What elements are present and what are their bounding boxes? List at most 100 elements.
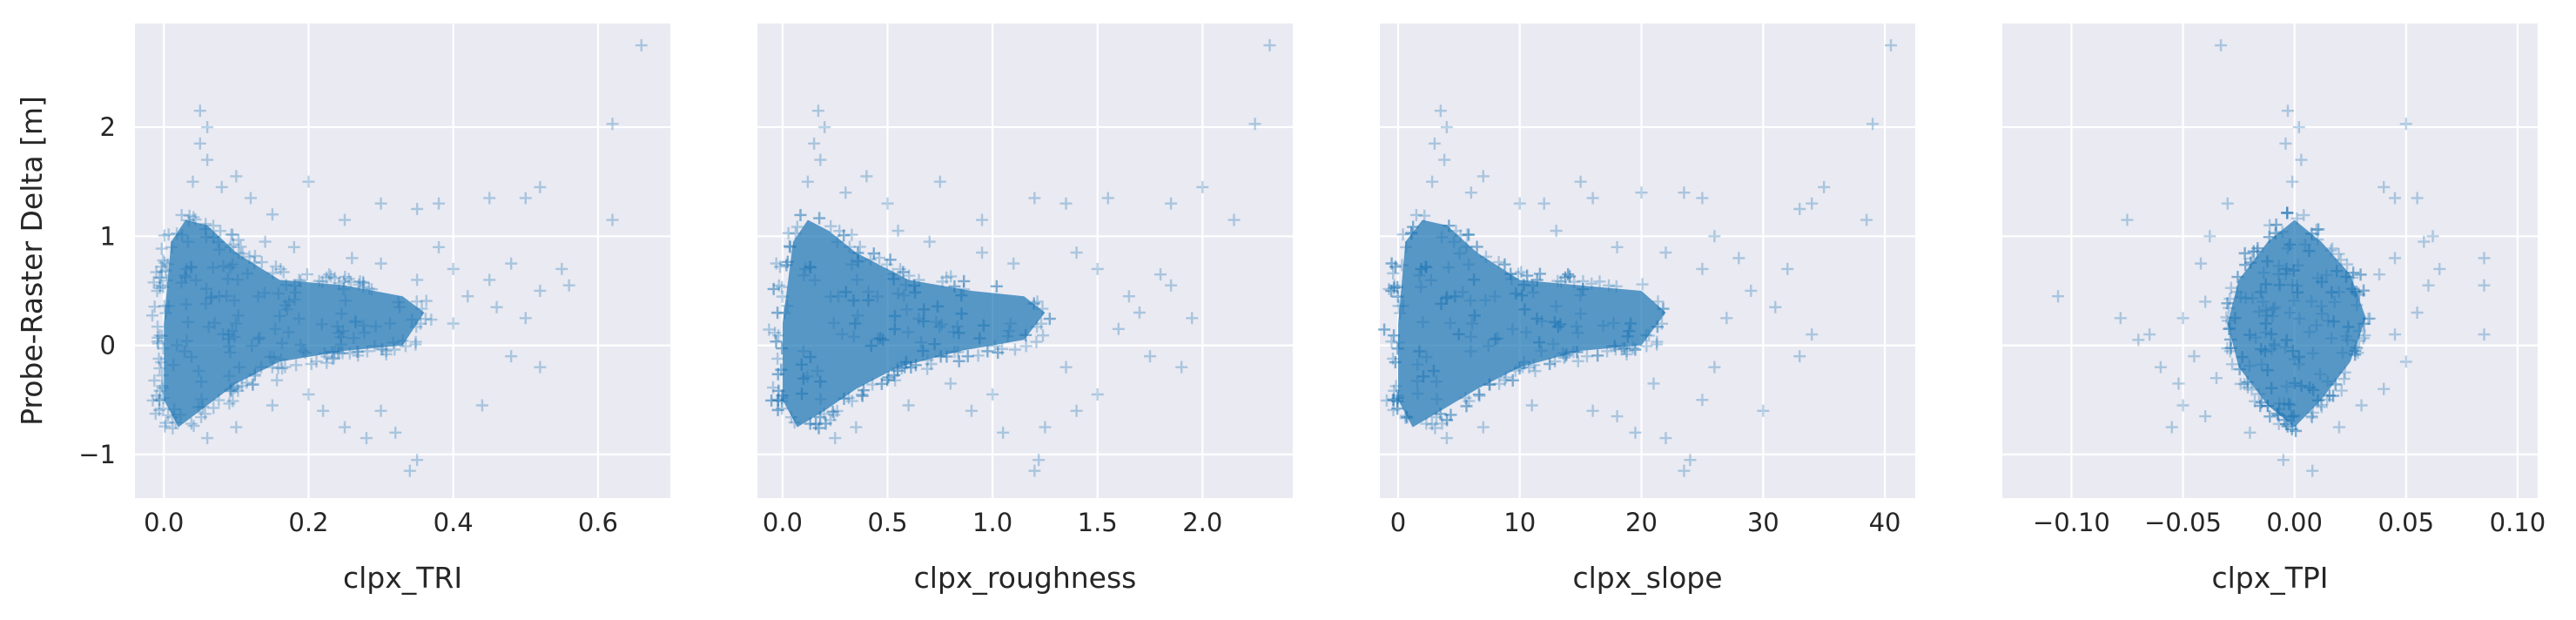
data-point (2320, 268, 2333, 281)
outlier-point (389, 426, 402, 439)
outlier-point (339, 421, 352, 434)
data-point (1571, 327, 1584, 340)
data-point (958, 274, 971, 287)
x-axis-label: clpx_TRI (343, 561, 462, 595)
data-point (775, 363, 788, 376)
data-point (2341, 258, 2354, 271)
data-point (2345, 282, 2358, 295)
data-point (1491, 332, 1504, 345)
x-tick-label: 0.0 (144, 508, 184, 537)
data-point (217, 327, 230, 340)
data-point (2272, 417, 2285, 430)
data-point (2352, 288, 2365, 301)
data-point (1536, 314, 1549, 327)
data-point (2265, 381, 2278, 394)
outlier-point (411, 202, 424, 215)
data-point (2243, 360, 2256, 373)
data-point (795, 358, 808, 371)
data-point (958, 283, 971, 296)
data-point (891, 364, 905, 377)
data-point (2254, 400, 2267, 413)
outlier-point (447, 262, 460, 275)
data-point (198, 408, 212, 421)
data-point (178, 345, 192, 358)
outlier-point (1144, 350, 1156, 363)
data-point (2271, 408, 2284, 421)
data-point (2273, 279, 2286, 292)
outlier-point (2389, 192, 2401, 205)
data-point (2255, 286, 2268, 299)
data-point (2262, 400, 2275, 413)
data-point (862, 293, 875, 307)
data-point (1443, 316, 1456, 329)
data-point (909, 286, 922, 299)
data-point (326, 353, 340, 366)
data-point (246, 378, 259, 391)
data-point (864, 253, 877, 266)
data-point (831, 235, 844, 248)
data-point (1651, 295, 1665, 308)
data-point (153, 361, 166, 374)
data-point (1396, 259, 1409, 272)
data-point (155, 260, 168, 273)
x-tick-label: 0.10 (2490, 508, 2546, 537)
data-point (784, 240, 797, 253)
data-point (369, 320, 382, 333)
data-point (2280, 262, 2293, 275)
data-point (817, 408, 831, 421)
data-point (1472, 388, 1485, 401)
data-point (248, 368, 261, 381)
outlier-point (881, 197, 894, 210)
data-point (2290, 424, 2303, 437)
data-point (1019, 328, 1032, 341)
data-point (228, 381, 241, 394)
data-point (156, 265, 169, 278)
data-point (1574, 307, 1587, 320)
data-point (940, 350, 953, 363)
data-point (162, 228, 175, 241)
data-point (1031, 320, 1044, 334)
data-point (1391, 290, 1404, 303)
data-point (358, 327, 371, 340)
data-point (2277, 397, 2290, 410)
data-point (2233, 363, 2246, 376)
data-point (1530, 273, 1544, 286)
data-point (1385, 335, 1398, 348)
data-point (1389, 355, 1402, 368)
data-point (814, 375, 827, 388)
data-point (207, 401, 220, 414)
outlier-point (1745, 284, 1758, 297)
data-point (925, 358, 938, 371)
outlier-point (1537, 197, 1550, 210)
data-point (229, 317, 242, 330)
data-point (909, 359, 922, 372)
data-point (905, 361, 918, 374)
data-point (811, 364, 824, 377)
data-point (812, 421, 825, 435)
data-point (396, 334, 409, 347)
data-point (770, 335, 783, 348)
data-point (195, 375, 208, 388)
data-point (182, 235, 195, 248)
data-point (898, 289, 911, 302)
data-point (1640, 340, 1653, 353)
data-point (772, 329, 785, 342)
data-point (1435, 297, 1448, 310)
data-point (1597, 319, 1610, 332)
data-point (1441, 414, 1454, 427)
data-point (891, 287, 905, 300)
data-point (2315, 300, 2328, 313)
data-point (2279, 267, 2292, 280)
data-point (1391, 392, 1404, 405)
data-point (2251, 242, 2264, 255)
outlier-point (1186, 312, 1199, 325)
outlier-point (1806, 328, 1819, 341)
data-point (1460, 400, 1473, 413)
outlier-point (2210, 372, 2223, 385)
data-point (1030, 335, 1043, 348)
outlier-point (302, 175, 315, 188)
outlier-point (483, 192, 496, 205)
data-point (152, 403, 165, 416)
data-point (771, 367, 784, 381)
data-point (2334, 253, 2347, 266)
